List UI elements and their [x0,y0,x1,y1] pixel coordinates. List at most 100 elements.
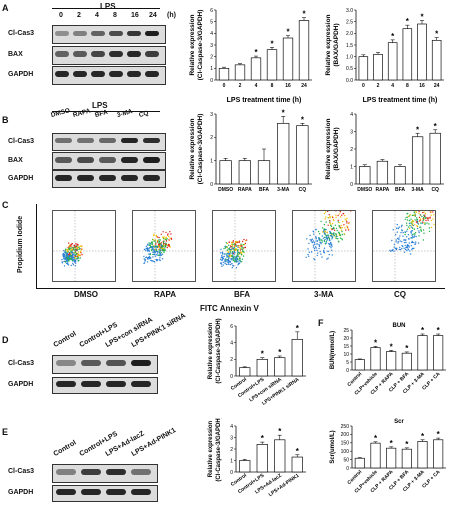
facs-event [235,267,238,269]
facs-event [227,263,230,265]
facs-event [308,251,311,253]
facs-event [405,222,408,224]
y-tick-label: 5 [346,360,349,366]
facs-event [339,227,342,229]
facs-event [220,256,222,259]
facs-event [236,251,239,253]
facs-event [232,252,235,255]
facs-event [231,248,233,250]
facs-event [407,234,410,236]
facs-event [397,242,399,244]
facs-event [221,258,223,261]
x-axis-label: LPS treatment time (h) [227,97,302,104]
facs-event [331,222,334,225]
significance-star: * [405,344,409,353]
facs-event [323,249,325,251]
facs-event [329,215,331,218]
facs-event [161,245,164,247]
y-tick-label: 1 [350,164,353,170]
facs-event [407,249,410,251]
facs-event [333,226,335,229]
facs-event [67,246,69,249]
bar [433,439,444,469]
facs-event [221,259,223,262]
facs-event [154,239,156,241]
facs-event [163,251,165,253]
facs-event [72,255,74,257]
facs-event [235,243,237,245]
row-label-clcas3-b: Cl-Cas3 [8,138,35,145]
facs-event [412,224,414,227]
facs-event [418,211,420,213]
bar [417,335,428,371]
facs-event [158,254,160,257]
facs-event [68,256,71,258]
blot-band [106,381,126,387]
facs-event [235,255,238,257]
facs-event [314,246,317,248]
facs-event [314,249,316,252]
facs-event [329,217,331,219]
facs-event [152,251,154,253]
facs-event [74,260,77,263]
facs-event [416,218,419,220]
facs-event [399,248,402,251]
facs-event [321,256,323,258]
facs-event [326,231,328,233]
facs-event [418,216,421,219]
facs-event [156,236,159,238]
facs-event [411,241,413,244]
facs-event [423,214,425,216]
significance-star: * [420,13,424,22]
row-label-bax-a: BAX [8,51,23,58]
facs-event [323,212,326,215]
bar [250,57,262,81]
facs-event [401,241,403,243]
y-tick-label: 2 [350,147,353,153]
facs-event [332,218,335,221]
facs-event [401,229,403,231]
facs-event [424,212,427,215]
significance-star: * [301,115,305,124]
bar [239,367,251,377]
blot-band [77,138,94,143]
y-tick-label: 0 [210,78,213,84]
y-tick-label: 5 [210,19,213,25]
facs-event [236,241,239,243]
facs-event [74,251,77,253]
facs-event [75,243,77,245]
facs-event [339,237,342,239]
facs-event [410,245,412,247]
facs-event [163,247,165,250]
facs-event [151,241,153,243]
facs-event [322,237,324,239]
facs-event [159,248,161,250]
facs-event [419,218,421,220]
facs-event [228,255,230,257]
facs-event [231,253,233,255]
facs-event [414,224,416,226]
facs-event [165,236,167,238]
facs-event [152,239,154,241]
facs-event [158,242,160,244]
facs-event [76,257,78,260]
facs-event [327,236,329,238]
facs-event [417,242,420,244]
facs-event [79,250,82,253]
facs-event [68,242,70,244]
blot-band [91,71,105,77]
facs-event [153,240,155,242]
significance-star: * [261,350,265,359]
facs-event [324,218,326,220]
facs-event [241,240,244,243]
facs-event [240,243,242,245]
facs-event [323,252,326,254]
facs-event [79,248,81,250]
facs-event [390,250,392,252]
panel-letter-c: C [2,200,9,210]
panel-letter-e: E [2,427,9,437]
blot-band [143,157,160,163]
bar [429,132,441,185]
facs-event [237,261,239,263]
facs-event [316,249,318,251]
